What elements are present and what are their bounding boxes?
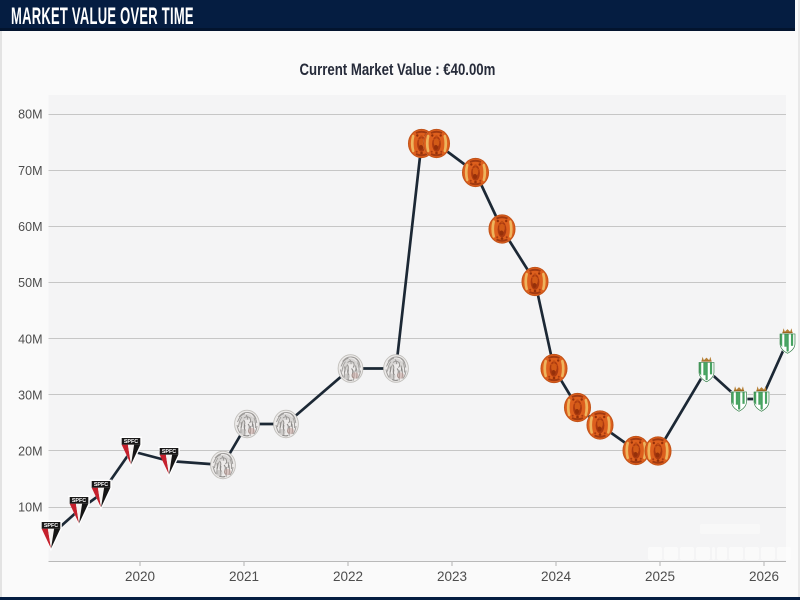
svg-text:2024: 2024: [541, 569, 572, 584]
svg-text:2025: 2025: [645, 569, 675, 584]
svg-text:60M: 60M: [18, 220, 42, 234]
svg-text:20M: 20M: [18, 445, 42, 459]
svg-text:40M: 40M: [18, 332, 42, 346]
svg-text:SPFC: SPFC: [72, 498, 86, 504]
svg-text:SPFC: SPFC: [124, 439, 138, 445]
svg-text:30M: 30M: [18, 388, 42, 402]
svg-text:80M: 80M: [18, 108, 42, 122]
svg-text:70M: 70M: [18, 164, 42, 178]
svg-text:SPFC: SPFC: [94, 482, 108, 488]
svg-text:2022: 2022: [333, 569, 363, 584]
svg-text:2023: 2023: [437, 569, 467, 584]
svg-text:2021: 2021: [229, 569, 259, 584]
svg-text:2026: 2026: [749, 569, 779, 584]
svg-text:2020: 2020: [125, 569, 155, 584]
svg-text:50M: 50M: [18, 276, 42, 290]
svg-text:SPFC: SPFC: [162, 449, 176, 455]
svg-text:10M: 10M: [18, 501, 42, 515]
svg-text:SPFC: SPFC: [44, 523, 58, 529]
